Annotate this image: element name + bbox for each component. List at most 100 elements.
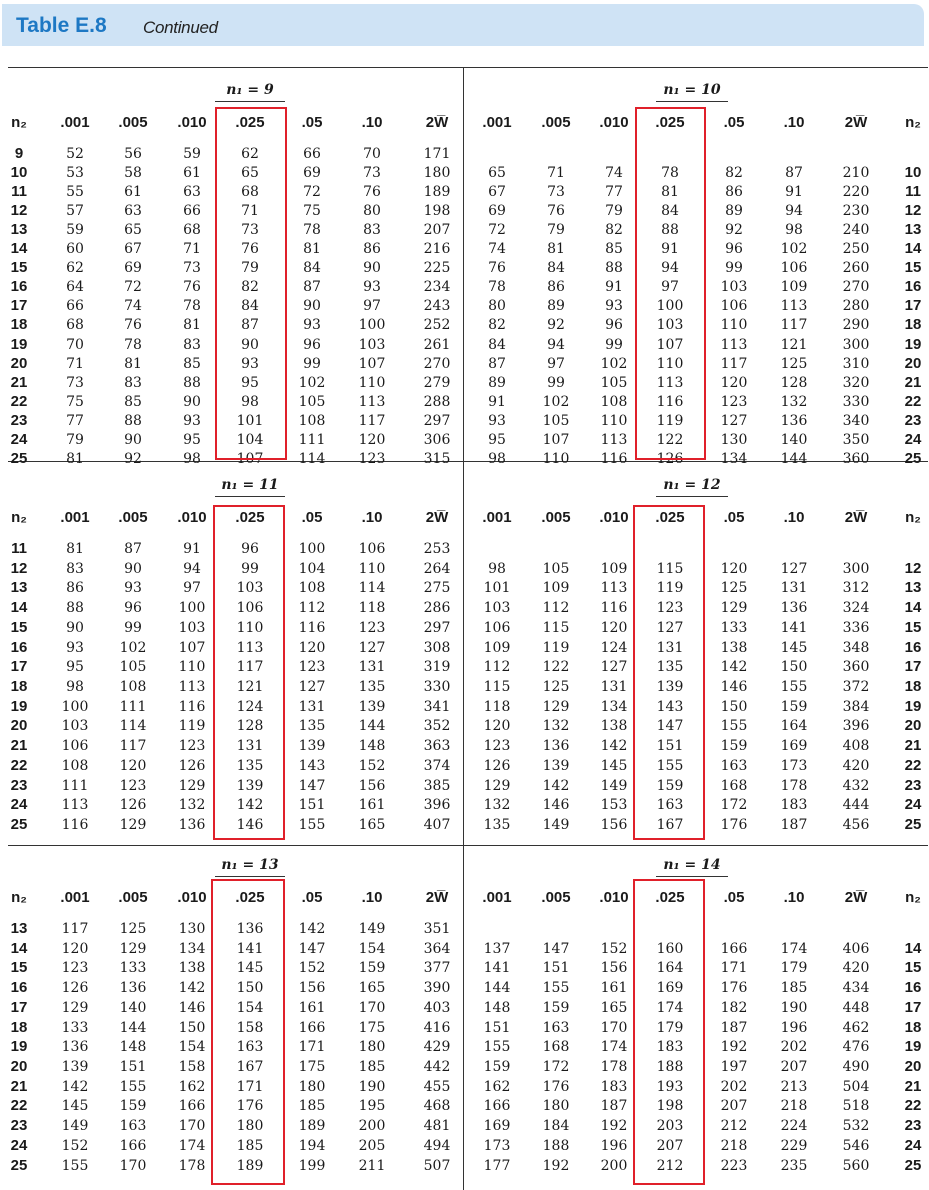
column-header: 2W̅ [425, 114, 449, 131]
table-cell: 160 [656, 940, 684, 957]
table-cell: 73 [241, 222, 259, 239]
table-cell: 223 [720, 1157, 748, 1174]
table-cell: 91 [183, 541, 201, 557]
table-cell: 180 [298, 1078, 326, 1095]
block-title: n₁ = 12 [663, 477, 721, 493]
column-header: .10 [783, 114, 805, 131]
row-n2-label: 17 [10, 998, 28, 1016]
table-cell: 121 [236, 679, 264, 696]
table-cell: 102 [600, 355, 628, 372]
row-n2-label: 21 [10, 373, 28, 391]
table-cell: 385 [423, 777, 451, 794]
table-cell: 88 [124, 412, 142, 429]
table-cell: 218 [720, 1137, 748, 1154]
table-cell: 196 [600, 1137, 628, 1154]
table-cell: 319 [423, 659, 451, 676]
table-cell: 89 [488, 374, 506, 391]
table-cell: 99 [605, 336, 623, 353]
table-cell: 91 [488, 393, 506, 410]
table-cell: 87 [303, 279, 321, 296]
table-cell: 131 [780, 580, 808, 597]
table-cell: 224 [780, 1118, 808, 1135]
table-cell: 78 [303, 222, 321, 239]
table-cell: 297 [423, 619, 451, 636]
block-title-underline [656, 101, 728, 102]
table-cell: 98 [241, 393, 259, 410]
table-cell: 166 [483, 1098, 511, 1115]
n2-header: n₂ [905, 509, 921, 526]
table-cell: 123 [358, 619, 386, 636]
table-cell: 132 [542, 718, 570, 735]
table-cell: 161 [600, 980, 628, 997]
table-cell: 52 [66, 146, 84, 162]
row-n2-label: 12 [10, 559, 28, 577]
column-header: .005 [541, 889, 571, 906]
table-cell: 95 [241, 374, 259, 391]
table-cell: 456 [842, 817, 870, 834]
table-cell: 136 [236, 921, 264, 937]
table-cell: 171 [720, 960, 748, 977]
table-cell: 199 [298, 1157, 326, 1174]
table-cell: 120 [720, 560, 748, 577]
table-cell: 159 [656, 777, 684, 794]
table-cell: 396 [842, 718, 870, 735]
table-cell: 135 [483, 817, 511, 834]
table-cell: 67 [488, 184, 506, 201]
table-cell: 173 [483, 1137, 511, 1154]
row-n2-label: 18 [904, 316, 922, 334]
table-cell: 111 [61, 777, 89, 794]
table-cell: 167 [656, 817, 684, 834]
table-cell: 78 [183, 298, 201, 315]
table-cell: 147 [298, 777, 326, 794]
table-cell: 229 [780, 1137, 808, 1154]
table-cell: 142 [720, 659, 748, 676]
table-cell: 145 [236, 960, 264, 977]
block-title-underline [656, 496, 728, 497]
table-cell: 76 [363, 184, 381, 201]
table-cell: 71 [183, 241, 201, 258]
block-title-underline [656, 876, 728, 877]
table-cell: 69 [124, 260, 142, 277]
column-header: .010 [599, 114, 629, 131]
table-cell: 133 [119, 960, 147, 977]
table-cell: 348 [842, 639, 870, 656]
row-n2-label: 24 [904, 430, 922, 448]
table-cell: 86 [725, 184, 743, 201]
row-n2-label: 19 [10, 697, 28, 715]
table-cell: 132 [483, 797, 511, 814]
section-divider-line [8, 845, 928, 846]
row-n2-label: 24 [904, 796, 922, 814]
table-cell: 363 [423, 738, 451, 755]
table-cell: 71 [66, 355, 84, 372]
table-cell: 165 [358, 980, 386, 997]
table-cell: 218 [780, 1098, 808, 1115]
table-cell: 179 [656, 1019, 684, 1036]
table-cell: 81 [183, 317, 201, 334]
table-cell: 90 [303, 298, 321, 315]
table-cell: 123 [298, 659, 326, 676]
table-cell: 78 [661, 165, 679, 182]
table-cell: 324 [842, 600, 870, 617]
table-cell: 179 [780, 960, 808, 977]
table-cell: 139 [542, 757, 570, 774]
row-n2-label: 25 [904, 816, 922, 834]
column-header: .05 [723, 509, 745, 526]
table-cell: 102 [298, 374, 326, 391]
row-n2-label: 22 [10, 392, 28, 410]
table-cell: 59 [183, 146, 201, 162]
row-n2-label: 11 [11, 540, 27, 557]
column-header: .005 [118, 889, 148, 906]
table-cell: 166 [298, 1019, 326, 1036]
table-cell: 107 [542, 431, 570, 448]
table-cell: 143 [298, 757, 326, 774]
table-cell: 159 [358, 960, 386, 977]
column-header: .05 [723, 114, 745, 131]
table-cell: 374 [423, 757, 451, 774]
table-cell: 74 [124, 298, 142, 315]
table-cell: 163 [656, 797, 684, 814]
table-cell: 82 [725, 165, 743, 182]
table-cell: 152 [61, 1137, 89, 1154]
table-cell: 128 [780, 374, 808, 391]
row-n2-label: 21 [904, 737, 922, 755]
table-cell: 161 [298, 999, 326, 1016]
